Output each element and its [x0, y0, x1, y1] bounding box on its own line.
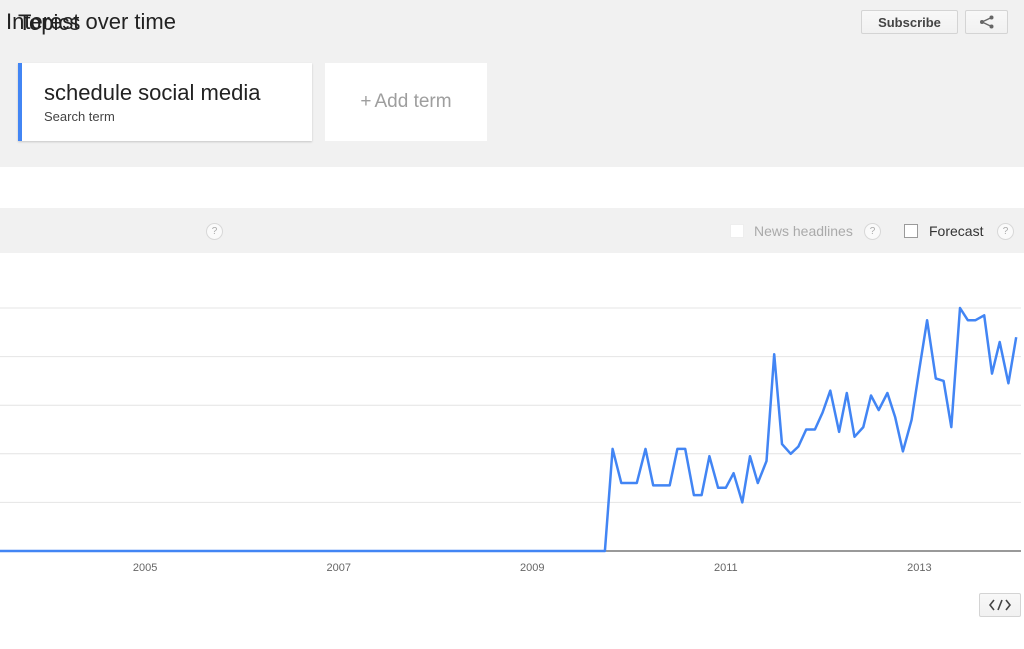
term-type: Search term	[44, 109, 115, 124]
share-button[interactable]	[965, 10, 1008, 34]
add-term-button[interactable]: + Add term	[325, 63, 487, 141]
search-term-card[interactable]: schedule social media Search term	[18, 63, 312, 141]
embed-code-icon	[989, 599, 1011, 611]
subscribe-button[interactable]: Subscribe	[861, 10, 958, 34]
series-line	[0, 306, 1018, 553]
add-term-label: Add term	[374, 91, 452, 112]
x-tick-label: 2011	[714, 562, 738, 574]
news-headlines-checkbox[interactable]	[730, 224, 744, 238]
interest-over-time-header	[0, 208, 1024, 253]
embed-button[interactable]	[979, 593, 1021, 617]
forecast-help-icon[interactable]: ?	[997, 223, 1014, 240]
help-icon[interactable]: ?	[206, 223, 223, 240]
x-tick-label: 2007	[326, 562, 350, 574]
x-tick-label: 2009	[520, 562, 544, 574]
news-help-icon[interactable]: ?	[864, 223, 881, 240]
share-icon	[979, 15, 993, 29]
news-headlines-label: News headlines	[754, 223, 853, 239]
page-title: Topics	[18, 10, 81, 35]
forecast-checkbox[interactable]	[904, 224, 918, 238]
plus-icon: +	[360, 91, 372, 112]
interest-chart: 2005 2007 2009 2011 2013	[0, 306, 1021, 574]
forecast-label: Forecast	[929, 223, 984, 239]
term-name: schedule social media	[44, 80, 261, 105]
x-tick-label: 2013	[907, 562, 931, 574]
section-title: Interest over time	[6, 9, 176, 34]
x-tick-label: 2005	[133, 562, 157, 574]
